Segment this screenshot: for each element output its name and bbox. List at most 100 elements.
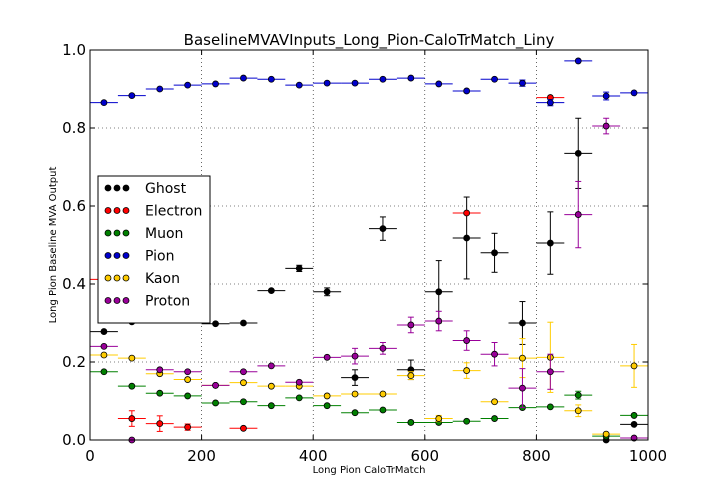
- legend-label: Electron: [145, 204, 202, 220]
- data-point: [267, 362, 275, 370]
- x-tick-label: 1000: [629, 447, 667, 465]
- data-point: [519, 79, 526, 87]
- legend-marker: [113, 184, 121, 192]
- data-point: [407, 372, 415, 380]
- legend-marker: [104, 184, 112, 192]
- data-point: [630, 362, 638, 370]
- data-point: [100, 368, 108, 376]
- x-axis-label: Long Pion CaloTrMatch: [313, 465, 426, 476]
- data-point: [267, 287, 275, 295]
- legend-marker: [122, 274, 130, 282]
- data-point: [546, 403, 554, 411]
- plot-data: [90, 57, 648, 444]
- x-tick-label: 400: [299, 447, 328, 465]
- data-point: [184, 368, 192, 376]
- legend-label: Ghost: [145, 181, 187, 197]
- data-point: [602, 430, 610, 438]
- data-point: [184, 81, 192, 89]
- data-point: [574, 57, 582, 65]
- data-point: [240, 74, 247, 82]
- data-point: [240, 368, 247, 376]
- data-point: [463, 417, 471, 425]
- data-point: [574, 391, 582, 399]
- data-point: [519, 354, 526, 362]
- data-point: [435, 415, 443, 422]
- data-point: [519, 319, 526, 327]
- legend-marker: [113, 274, 121, 282]
- legend-label: Kaon: [145, 271, 180, 287]
- data-point: [212, 320, 219, 328]
- legend-marker: [104, 297, 112, 304]
- data-point: [295, 81, 303, 89]
- data-point: [379, 406, 387, 414]
- legend-marker: [113, 252, 121, 259]
- data-point: [379, 390, 387, 398]
- data-point: [519, 384, 526, 392]
- x-tick-label: 600: [410, 447, 439, 465]
- data-point: [240, 379, 247, 387]
- legend-label: Muon: [145, 226, 183, 242]
- data-point: [546, 239, 554, 247]
- legend-marker: [113, 297, 121, 304]
- data-point: [351, 352, 359, 360]
- data-point: [407, 419, 415, 426]
- data-point: [323, 402, 331, 410]
- data-point: [128, 415, 136, 422]
- data-point: [212, 80, 219, 88]
- data-point: [267, 402, 275, 410]
- data-point: [435, 80, 443, 88]
- data-point: [379, 344, 387, 352]
- data-point: [546, 368, 554, 376]
- data-point: [267, 75, 275, 83]
- series-kaon: [90, 321, 648, 438]
- data-point: [295, 264, 303, 272]
- data-point: [240, 424, 247, 432]
- legend-marker: [122, 207, 130, 214]
- y-axis-label: Long Pion Baseline MVA Output: [48, 167, 59, 324]
- legend-label: Pion: [145, 249, 174, 265]
- data-point: [184, 376, 192, 383]
- data-point: [546, 99, 554, 107]
- y-tick-label: 1.0: [62, 41, 86, 59]
- plot-frame: [89, 49, 649, 441]
- data-point: [463, 337, 471, 344]
- data-point: [323, 392, 331, 400]
- axis-ticks: 0 200 400 600 800 1000 0.0 0.2 0.4 0.6 0.8 1.0: [62, 41, 667, 465]
- y-tick-label: 0.8: [62, 119, 86, 137]
- data-point: [351, 79, 359, 87]
- data-point: [491, 350, 498, 358]
- data-point: [463, 367, 471, 374]
- data-point: [602, 122, 610, 130]
- data-point: [100, 351, 108, 359]
- data-point: [435, 317, 443, 325]
- data-point: [156, 85, 164, 93]
- legend-marker: [104, 252, 112, 259]
- data-point: [463, 87, 471, 95]
- legend-label: Proton: [145, 294, 190, 310]
- data-point: [128, 382, 136, 390]
- data-point: [435, 288, 443, 296]
- data-point: [379, 75, 387, 83]
- data-point: [100, 99, 108, 107]
- data-point: [212, 381, 219, 389]
- data-point: [323, 79, 331, 87]
- data-point: [156, 366, 164, 374]
- legend-marker: [122, 252, 130, 259]
- data-point: [630, 420, 638, 428]
- data-point: [184, 392, 192, 400]
- legend-marker: [104, 207, 112, 214]
- legend: Ghost Electron Muon Pion Kaon Proton: [97, 175, 211, 324]
- legend-marker: [104, 229, 112, 237]
- data-point: [323, 288, 331, 296]
- chart-title: BaselineMVAVInputs_Long_Pion-CaloTrMatch…: [184, 31, 555, 50]
- data-point: [630, 89, 638, 97]
- y-tick-label: 0.2: [62, 353, 86, 371]
- legend-marker: [122, 297, 130, 304]
- legend-marker: [113, 229, 121, 237]
- data-point: [240, 398, 247, 406]
- data-point: [574, 407, 582, 415]
- legend-marker: [104, 274, 112, 282]
- y-tick-label: 0.4: [62, 275, 86, 293]
- data-point: [463, 234, 471, 242]
